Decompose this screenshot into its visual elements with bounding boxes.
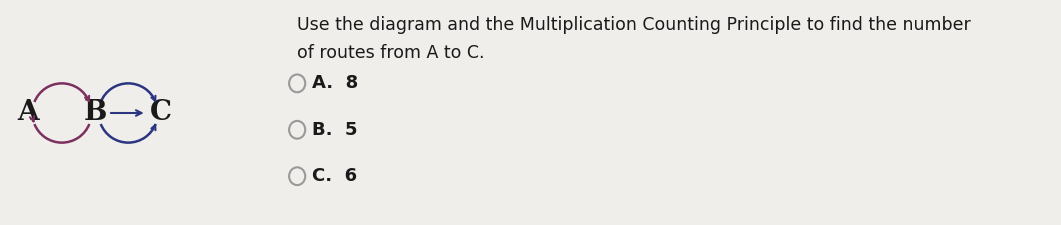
Text: C: C	[150, 99, 172, 126]
Text: Use the diagram and the Multiplication Counting Principle to find the number: Use the diagram and the Multiplication C…	[297, 16, 971, 34]
Text: of routes from A to C.: of routes from A to C.	[297, 44, 485, 62]
Text: C.  6: C. 6	[312, 167, 356, 185]
Text: B: B	[84, 99, 107, 126]
Text: B.  5: B. 5	[312, 121, 356, 139]
Text: A: A	[17, 99, 39, 126]
Text: A.  8: A. 8	[312, 74, 358, 92]
